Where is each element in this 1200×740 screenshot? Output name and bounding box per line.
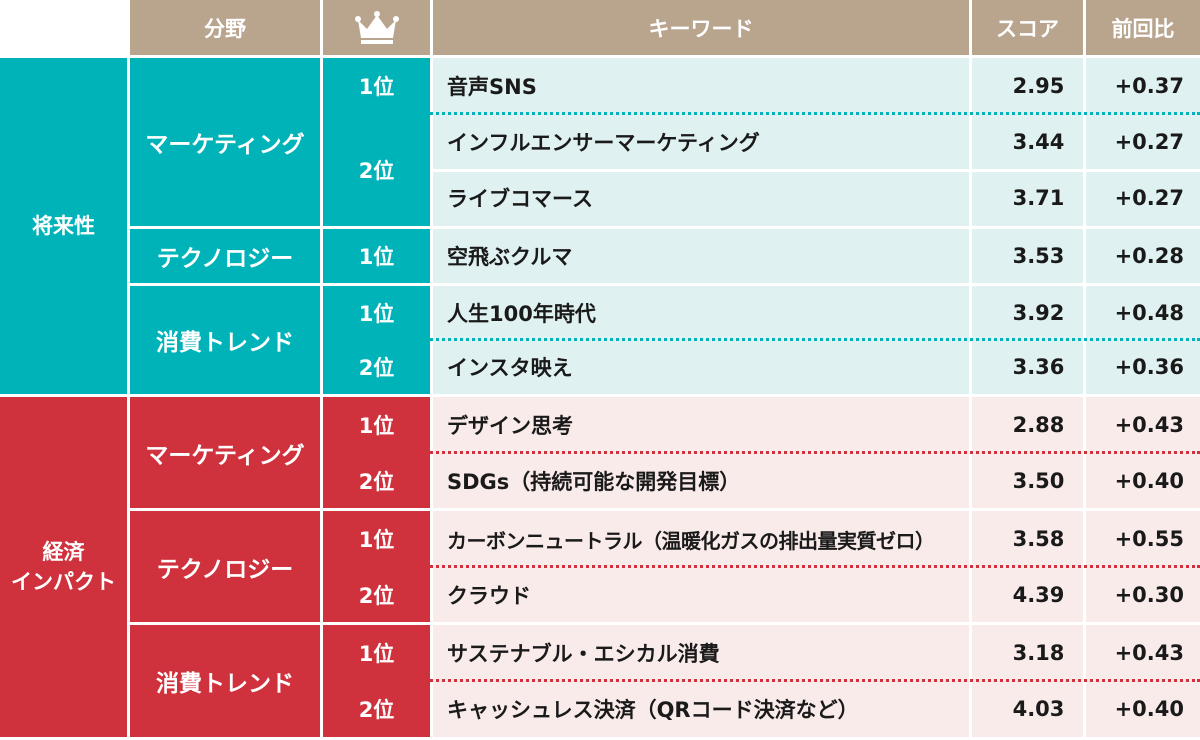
field-marketing: マーケティング [130, 58, 320, 226]
group-economic-impact: 経済 インパクト [0, 397, 127, 737]
keyword-cell: サステナブル・エシカル消費 [433, 625, 969, 681]
rank-cell: 1位 [323, 625, 430, 681]
change-cell: +0.30 [1086, 567, 1200, 622]
rank-cell: 1位 [323, 286, 430, 340]
field-consumer-trend: 消費トレンド [130, 286, 320, 394]
header-field: 分野 [130, 0, 320, 55]
score-cell: 3.53 [972, 229, 1083, 283]
rank-divider [323, 451, 1200, 454]
rank-cell: 1位 [323, 511, 430, 567]
change-cell: +0.36 [1086, 340, 1200, 394]
change-cell: +0.40 [1086, 453, 1200, 508]
group-future-potential: 将来性 [0, 58, 127, 394]
keyword-cell: クラウド [433, 567, 969, 622]
change-cell: +0.48 [1086, 286, 1200, 340]
header-score: スコア [972, 0, 1083, 55]
keyword-cell: カーボンニュートラル（温暖化ガスの排出量実質ゼロ） [433, 511, 969, 567]
keyword-cell: SDGs（持続可能な開発目標） [433, 453, 969, 508]
change-cell: +0.43 [1086, 625, 1200, 681]
keyword-cell: 空飛ぶクルマ [433, 229, 969, 283]
rank-divider [323, 565, 1200, 568]
rank-cell: 1位 [323, 397, 430, 453]
change-cell: +0.28 [1086, 229, 1200, 283]
crown-icon [354, 10, 399, 44]
keyword-cell: ライブコマース [433, 170, 969, 226]
change-cell: +0.27 [1086, 170, 1200, 226]
change-cell: +0.55 [1086, 511, 1200, 567]
keyword-cell: 人生100年時代 [433, 286, 969, 340]
change-cell: +0.37 [1086, 58, 1200, 114]
score-cell: 3.44 [972, 114, 1083, 170]
rank-divider [323, 338, 1200, 341]
rank-divider [323, 112, 1200, 115]
rank-cell: 2位 [323, 114, 430, 226]
header-rank [323, 0, 430, 55]
score-cell: 3.71 [972, 170, 1083, 226]
score-cell: 2.95 [972, 58, 1083, 114]
change-cell: +0.40 [1086, 681, 1200, 737]
rank-cell: 2位 [323, 567, 430, 622]
change-cell: +0.43 [1086, 397, 1200, 453]
rank-cell: 2位 [323, 340, 430, 394]
rank-cell: 2位 [323, 681, 430, 737]
score-cell: 2.88 [972, 397, 1083, 453]
rank-cell: 1位 [323, 229, 430, 283]
keyword-cell: キャッシュレス決済（QRコード決済など） [433, 681, 969, 737]
field-marketing: マーケティング [130, 397, 320, 508]
score-cell: 3.18 [972, 625, 1083, 681]
keyword-cell: インフルエンサーマーケティング [433, 114, 969, 170]
change-cell: +0.27 [1086, 114, 1200, 170]
score-cell: 3.50 [972, 453, 1083, 508]
header-keyword: キーワード [433, 0, 969, 55]
rank-cell: 2位 [323, 453, 430, 508]
score-cell: 4.03 [972, 681, 1083, 737]
score-cell: 3.36 [972, 340, 1083, 394]
keyword-cell: 音声SNS [433, 58, 969, 114]
rank-divider [323, 679, 1200, 682]
rank-cell: 1位 [323, 58, 430, 114]
header-change: 前回比 [1086, 0, 1200, 55]
field-consumer-trend: 消費トレンド [130, 625, 320, 737]
score-cell: 3.58 [972, 511, 1083, 567]
field-technology: テクノロジー [130, 511, 320, 622]
field-technology: テクノロジー [130, 229, 320, 283]
score-cell: 3.92 [972, 286, 1083, 340]
score-cell: 4.39 [972, 567, 1083, 622]
keyword-cell: デザイン思考 [433, 397, 969, 453]
keyword-cell: インスタ映え [433, 340, 969, 394]
row-divider [433, 169, 1200, 172]
